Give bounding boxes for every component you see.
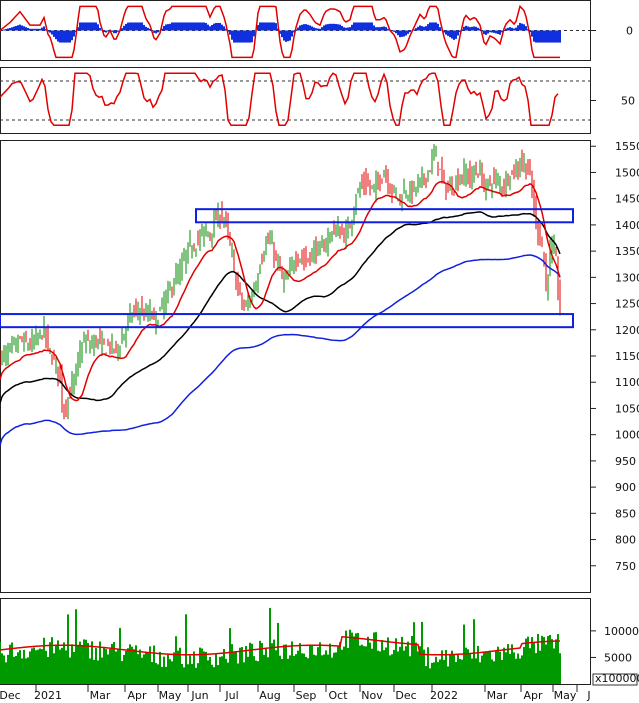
price-zone bbox=[195, 208, 574, 224]
price-tick-label: 1300 bbox=[615, 271, 639, 284]
macd-tick-label: 0 bbox=[626, 25, 633, 38]
macd-signal-line bbox=[0, 4, 560, 59]
price-tick-label: 850 bbox=[615, 507, 636, 520]
x-axis-label: Apr bbox=[523, 689, 543, 702]
x-axis-label: May bbox=[159, 689, 182, 702]
x-axis-label: 2022 bbox=[430, 689, 458, 702]
x-axis-label: Dec bbox=[395, 689, 416, 702]
price-tick-label: 1050 bbox=[615, 402, 639, 415]
price-tick-label: 1250 bbox=[615, 298, 639, 311]
price-zone bbox=[0, 313, 574, 329]
price-tick-label: 800 bbox=[615, 534, 636, 547]
x-axis-label: May bbox=[554, 689, 577, 702]
stochastic-panel bbox=[0, 72, 590, 126]
x-axis-label: Mar bbox=[90, 689, 111, 702]
price-tick-label: 1200 bbox=[615, 324, 639, 337]
price-panel bbox=[0, 144, 574, 446]
price-tick-label: 950 bbox=[615, 455, 636, 468]
x-axis-label: Sep bbox=[296, 689, 317, 702]
x-axis-label: Oct bbox=[328, 689, 348, 702]
price-tick-label: 1150 bbox=[615, 350, 639, 363]
price-tick-label: 1000 bbox=[615, 429, 639, 442]
volume-panel bbox=[0, 607, 561, 684]
x-axis-label: Mar bbox=[487, 689, 508, 702]
price-tick-label: 1500 bbox=[615, 166, 639, 179]
x-axis-label: Jun bbox=[190, 689, 208, 702]
macd-histogram bbox=[1, 22, 561, 43]
price-tick-label: 1400 bbox=[615, 219, 639, 232]
price-tick-label: 1100 bbox=[615, 376, 639, 389]
axes: 750 800 850 900 950 1000 1050 1100 1150 1200 1250 1… bbox=[0, 25, 639, 703]
macd-panel bbox=[0, 4, 590, 59]
moving-average-1-line bbox=[0, 180, 561, 402]
volume-tick-label: 5000 bbox=[604, 651, 632, 664]
x-axis-label: Aug bbox=[259, 689, 280, 702]
volume-multiplier-label: x100000 bbox=[595, 672, 639, 685]
volume-tick-label: 10000 bbox=[604, 625, 639, 638]
panel-frames bbox=[0, 0, 591, 685]
volume-panel-frame bbox=[0, 598, 591, 685]
volume-multiplier-box bbox=[592, 673, 638, 686]
price-tick-label: 1450 bbox=[615, 193, 639, 206]
price-candles bbox=[0, 144, 561, 420]
price-tick-label: 750 bbox=[615, 560, 636, 573]
x-axis-label: Nov bbox=[361, 689, 383, 702]
x-axis-label: Jul bbox=[224, 689, 238, 702]
price-tick-label: 900 bbox=[615, 481, 636, 494]
moving-average-2-line bbox=[0, 211, 561, 404]
moving-average-3-line bbox=[0, 254, 561, 446]
stochastic-panel-frame bbox=[0, 67, 591, 134]
stochastic-line bbox=[0, 72, 559, 126]
volume-average-line bbox=[0, 635, 561, 656]
stochastic-tick-label: 50 bbox=[621, 95, 635, 108]
x-axis-label: 2021 bbox=[34, 689, 62, 702]
volume-bars bbox=[0, 607, 561, 684]
x-axis-label: Apr bbox=[127, 689, 147, 702]
price-tick-label: 1350 bbox=[615, 245, 639, 258]
x-axis-label: J bbox=[586, 689, 590, 702]
x-axis-label: Dec bbox=[0, 689, 21, 702]
